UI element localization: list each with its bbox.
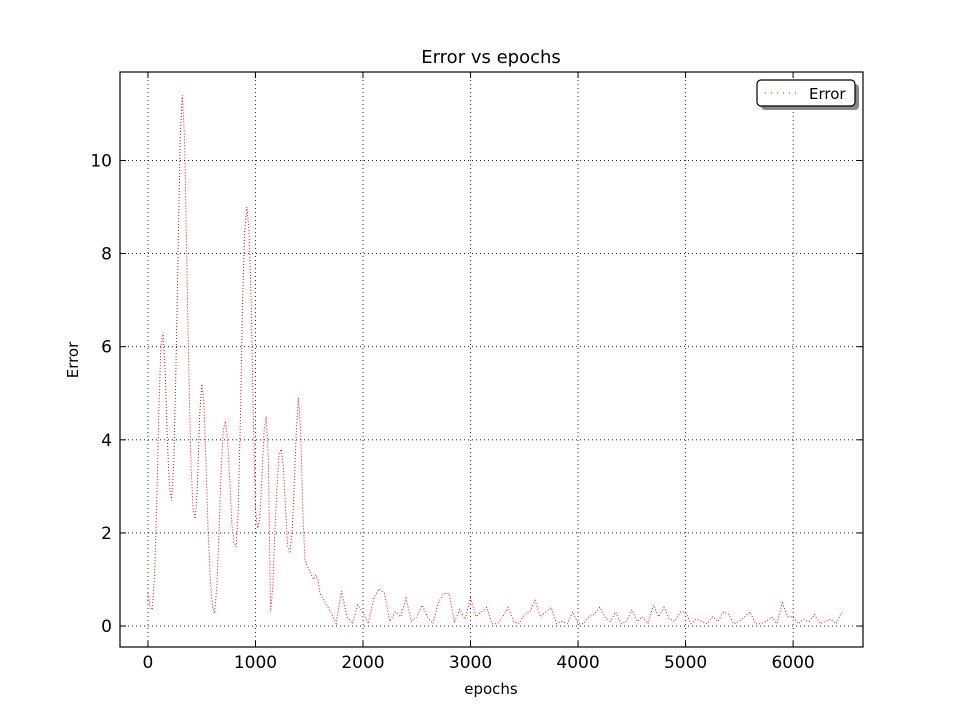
y-tick-label: 6 — [101, 338, 112, 358]
x-tick-label: 4000 — [556, 653, 599, 673]
x-tick-label: 3000 — [449, 653, 492, 673]
y-tick-label: 2 — [101, 524, 112, 544]
x-tick-label: 1000 — [234, 653, 277, 673]
x-tick-label: 0 — [143, 653, 154, 673]
x-tick-label: 2000 — [341, 653, 384, 673]
x-tick-label: 5000 — [664, 653, 707, 673]
y-tick-label: 10 — [90, 151, 112, 171]
legend-box — [756, 79, 856, 107]
plot-frame — [119, 71, 864, 648]
y-axis-label: Error — [64, 341, 82, 378]
x-axis-label: epochs — [464, 680, 518, 698]
y-tick-label: 4 — [101, 431, 112, 451]
y-tick-label: 8 — [101, 245, 112, 265]
y-tick-label: 0 — [101, 617, 112, 637]
legend-label: Error — [809, 85, 846, 103]
x-tick-label: 6000 — [771, 653, 814, 673]
chart-title: Error vs epochs — [421, 47, 561, 68]
